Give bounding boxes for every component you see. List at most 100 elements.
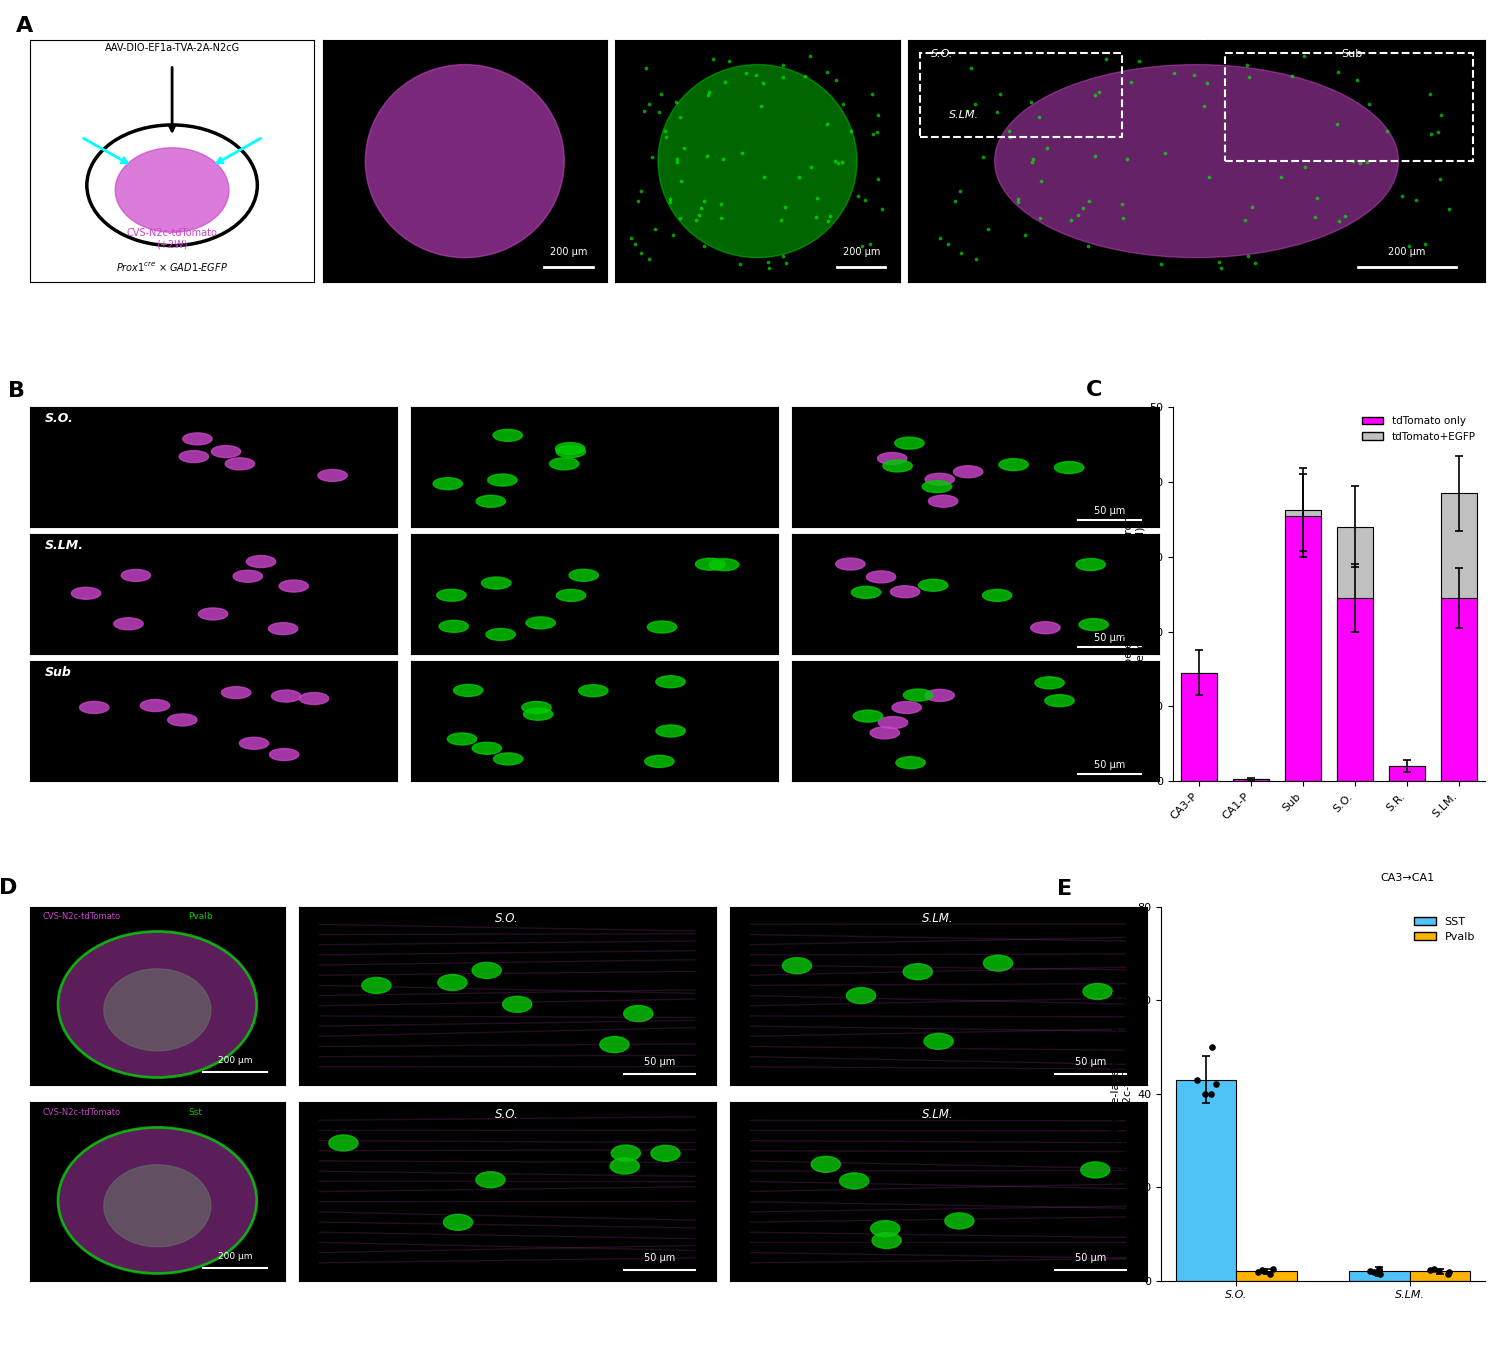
Ellipse shape <box>272 690 302 702</box>
Text: B: B <box>8 381 26 402</box>
Ellipse shape <box>852 586 880 599</box>
Title: N2c-tdTomato: N2c-tdTomato <box>422 27 509 40</box>
Ellipse shape <box>476 495 506 507</box>
Ellipse shape <box>72 588 100 600</box>
Ellipse shape <box>318 469 346 481</box>
Point <box>1354 151 1378 173</box>
Point <box>1418 1259 1442 1281</box>
Point <box>770 209 794 231</box>
Ellipse shape <box>924 1034 952 1049</box>
Bar <box>1236 1271 1298 1281</box>
Point <box>771 245 795 267</box>
Point <box>804 206 828 228</box>
Text: S.LM.: S.LM. <box>45 539 84 551</box>
Text: 50 μm: 50 μm <box>1094 760 1125 770</box>
Text: 50 μm: 50 μm <box>1076 1057 1106 1068</box>
Ellipse shape <box>328 1135 358 1151</box>
Point <box>1437 198 1461 220</box>
Point <box>1192 94 1216 116</box>
Point <box>744 65 768 86</box>
Ellipse shape <box>783 957 812 973</box>
Ellipse shape <box>1076 558 1106 570</box>
Point <box>1083 146 1107 167</box>
Text: 50 μm: 50 μm <box>1094 506 1125 516</box>
Point <box>669 170 693 191</box>
Text: Sst: Sst <box>188 1108 202 1116</box>
Point <box>630 243 654 264</box>
Ellipse shape <box>984 956 1012 971</box>
Point <box>936 233 960 255</box>
Point <box>636 93 660 115</box>
Bar <box>1336 599 1372 782</box>
Point <box>1269 166 1293 187</box>
Point <box>750 71 774 93</box>
Point <box>1326 62 1350 84</box>
Text: 50 μm: 50 μm <box>1076 1254 1106 1263</box>
Point <box>1119 71 1143 93</box>
Point <box>865 168 889 190</box>
Ellipse shape <box>871 1232 901 1248</box>
Ellipse shape <box>444 1215 472 1231</box>
Point <box>1028 206 1051 228</box>
Point <box>988 84 1012 105</box>
Point <box>640 146 664 167</box>
Ellipse shape <box>928 495 958 507</box>
Point <box>669 206 693 228</box>
Ellipse shape <box>104 1165 212 1247</box>
Point <box>850 235 874 256</box>
Text: C: C <box>1086 380 1102 399</box>
Bar <box>1389 766 1425 782</box>
Point <box>772 195 796 217</box>
Point <box>657 189 681 210</box>
Ellipse shape <box>812 1157 840 1173</box>
Point <box>825 70 849 92</box>
Point <box>798 156 822 178</box>
Point <box>1192 1082 1216 1104</box>
Ellipse shape <box>104 969 212 1051</box>
Point <box>998 121 1022 143</box>
Ellipse shape <box>198 608 228 620</box>
Point <box>756 251 780 272</box>
Ellipse shape <box>922 481 951 492</box>
Bar <box>1286 515 1322 782</box>
Text: CVS-N2c-tdTomato: CVS-N2c-tdTomato <box>42 1108 122 1116</box>
Point <box>1026 106 1050 128</box>
Point <box>846 186 870 208</box>
Ellipse shape <box>240 737 268 749</box>
Point <box>1198 1082 1222 1104</box>
Ellipse shape <box>246 555 276 568</box>
Ellipse shape <box>846 988 876 1004</box>
Ellipse shape <box>656 725 686 737</box>
Ellipse shape <box>926 689 954 701</box>
Point <box>1326 113 1350 135</box>
Ellipse shape <box>116 148 230 232</box>
Bar <box>1286 510 1322 782</box>
Ellipse shape <box>892 701 921 713</box>
Bar <box>1176 1080 1236 1281</box>
Point <box>1418 84 1442 105</box>
Point <box>687 205 711 226</box>
Text: 200 μm: 200 μm <box>217 1252 252 1262</box>
Point <box>654 121 678 143</box>
Point <box>1428 168 1452 190</box>
Ellipse shape <box>945 1213 974 1229</box>
Point <box>1014 224 1038 245</box>
Point <box>730 142 754 163</box>
Ellipse shape <box>300 693 328 705</box>
Ellipse shape <box>999 458 1029 470</box>
Ellipse shape <box>472 962 501 979</box>
Point <box>684 209 708 231</box>
Point <box>970 146 994 167</box>
Ellipse shape <box>648 621 676 634</box>
Ellipse shape <box>556 589 586 601</box>
Ellipse shape <box>1078 619 1108 631</box>
Ellipse shape <box>926 473 954 485</box>
Point <box>662 224 686 245</box>
Ellipse shape <box>436 589 466 601</box>
Text: S.O.: S.O. <box>495 1108 519 1120</box>
Point <box>788 166 812 187</box>
Ellipse shape <box>80 701 110 713</box>
Title: GAD1-EGFP: GAD1-EGFP <box>722 27 794 40</box>
Ellipse shape <box>488 474 518 487</box>
Point <box>1209 257 1233 279</box>
